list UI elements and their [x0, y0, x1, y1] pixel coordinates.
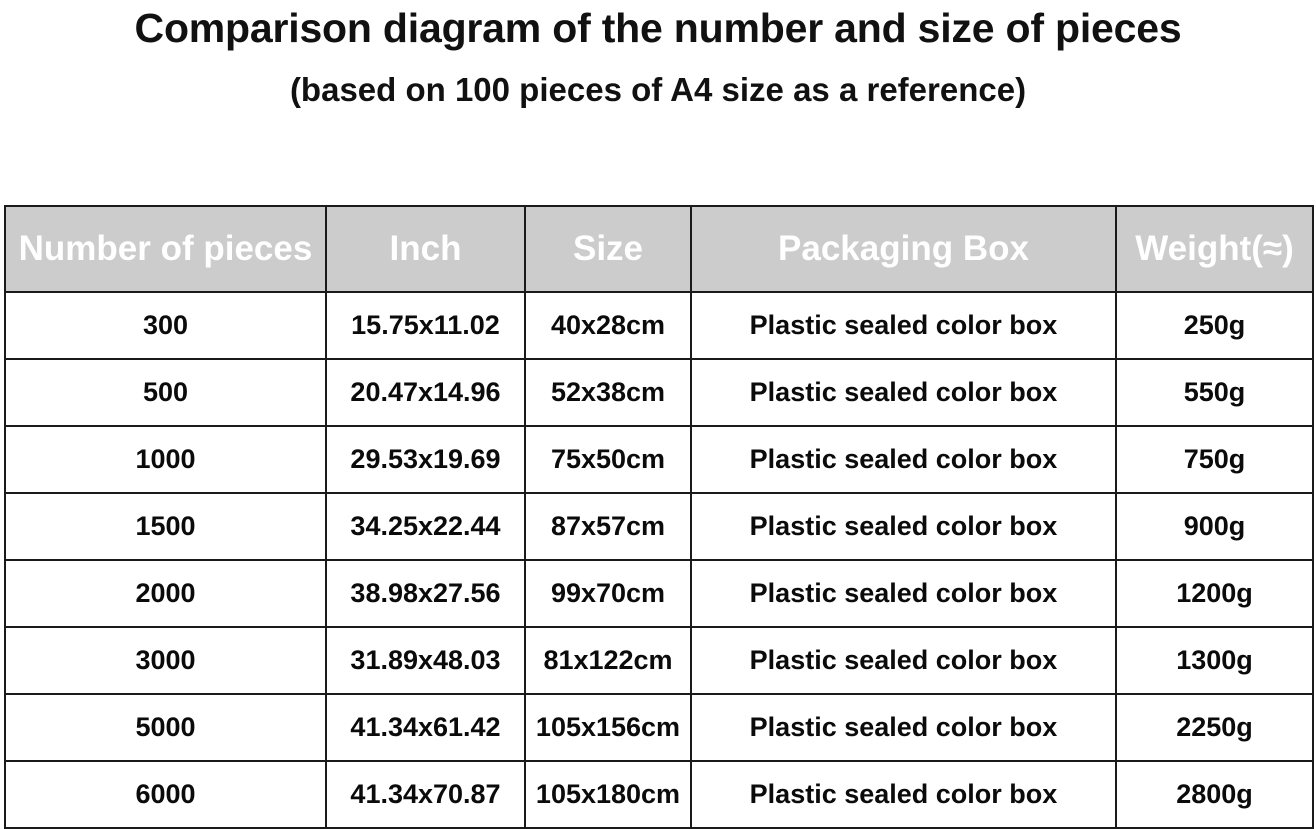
table-row: 1500 34.25x22.44 87x57cm Plastic sealed col…: [4, 492, 1314, 561]
table-row: 6000 41.34x70.87 105x180cm Plastic sealed c…: [4, 760, 1314, 829]
cell-weight: 550g: [1115, 358, 1314, 427]
cell-weight: 250g: [1115, 291, 1314, 360]
cell-size: 40x28cm: [524, 291, 692, 360]
cell-pieces: 3000: [4, 626, 327, 695]
table-header: Number of pieces Inch Size Packaging Box…: [4, 205, 1314, 293]
cell-pack: Plastic sealed color box: [690, 358, 1117, 427]
cell-weight: 1300g: [1115, 626, 1314, 695]
cell-pack: Plastic sealed color box: [690, 693, 1117, 762]
cell-size: 87x57cm: [524, 492, 692, 561]
table-row: 5000 41.34x61.42 105x156cm Plastic sealed c…: [4, 693, 1314, 762]
column-header-size: Size: [524, 205, 692, 293]
spec-table-container: Number of pieces Inch Size Packaging Box…: [4, 205, 1314, 829]
cell-inch: 29.53x19.69: [325, 425, 526, 494]
cell-pieces: 1500: [4, 492, 327, 561]
cell-inch: 34.25x22.44: [325, 492, 526, 561]
page-title: Comparison diagram of the number and siz…: [134, 5, 1182, 51]
cell-inch: 15.75x11.02: [325, 291, 526, 360]
column-header-inch: Inch: [325, 205, 526, 293]
cell-inch: 41.34x61.42: [325, 693, 526, 762]
cell-pack: Plastic sealed color box: [690, 760, 1117, 829]
cell-inch: 20.47x14.96: [325, 358, 526, 427]
table-row: 500 20.47x14.96 52x38cm Plastic sealed colo…: [4, 358, 1314, 427]
cell-pack: Plastic sealed color box: [690, 492, 1117, 561]
cell-weight: 2250g: [1115, 693, 1314, 762]
table-row: 300 15.75x11.02 40x28cm Plastic sealed colo…: [4, 291, 1314, 360]
table-row: 2000 38.98x27.56 99x70cm Plastic sealed col…: [4, 559, 1314, 628]
cell-weight: 900g: [1115, 492, 1314, 561]
cell-pieces: 5000: [4, 693, 327, 762]
cell-pack: Plastic sealed color box: [690, 626, 1117, 695]
cell-pieces: 500: [4, 358, 327, 427]
cell-size: 99x70cm: [524, 559, 692, 628]
table-row: 3000 31.89x48.03 81x122cm Plastic sealed co…: [4, 626, 1314, 695]
title-block: Comparison diagram of the number and siz…: [0, 0, 1316, 112]
page-subtitle: (based on 100 pieces of A4 size as a ref…: [289, 71, 1027, 108]
table-row: 1000 29.53x19.69 75x50cm Plastic sealed col…: [4, 425, 1314, 494]
column-header-pack: Packaging Box: [690, 205, 1117, 293]
table-body: 300 15.75x11.02 40x28cm Plastic sealed colo…: [4, 291, 1314, 829]
cell-size: 81x122cm: [524, 626, 692, 695]
cell-size: 52x38cm: [524, 358, 692, 427]
cell-pack: Plastic sealed color box: [690, 559, 1117, 628]
cell-pieces: 1000: [4, 425, 327, 494]
spec-table: Number of pieces Inch Size Packaging Box…: [4, 205, 1314, 829]
column-header-weight: Weight(≈): [1115, 205, 1314, 293]
cell-inch: 41.34x70.87: [325, 760, 526, 829]
table-header-row: Number of pieces Inch Size Packaging Box…: [4, 205, 1314, 293]
cell-pieces: 300: [4, 291, 327, 360]
cell-size: 75x50cm: [524, 425, 692, 494]
cell-pack: Plastic sealed color box: [690, 425, 1117, 494]
column-header-pieces: Number of pieces: [4, 205, 327, 293]
cell-weight: 1200g: [1115, 559, 1314, 628]
cell-inch: 38.98x27.56: [325, 559, 526, 628]
cell-weight: 2800g: [1115, 760, 1314, 829]
cell-pieces: 2000: [4, 559, 327, 628]
cell-weight: 750g: [1115, 425, 1314, 494]
cell-pack: Plastic sealed color box: [690, 291, 1117, 360]
cell-size: 105x180cm: [524, 760, 692, 829]
cell-inch: 31.89x48.03: [325, 626, 526, 695]
cell-pieces: 6000: [4, 760, 327, 829]
cell-size: 105x156cm: [524, 693, 692, 762]
